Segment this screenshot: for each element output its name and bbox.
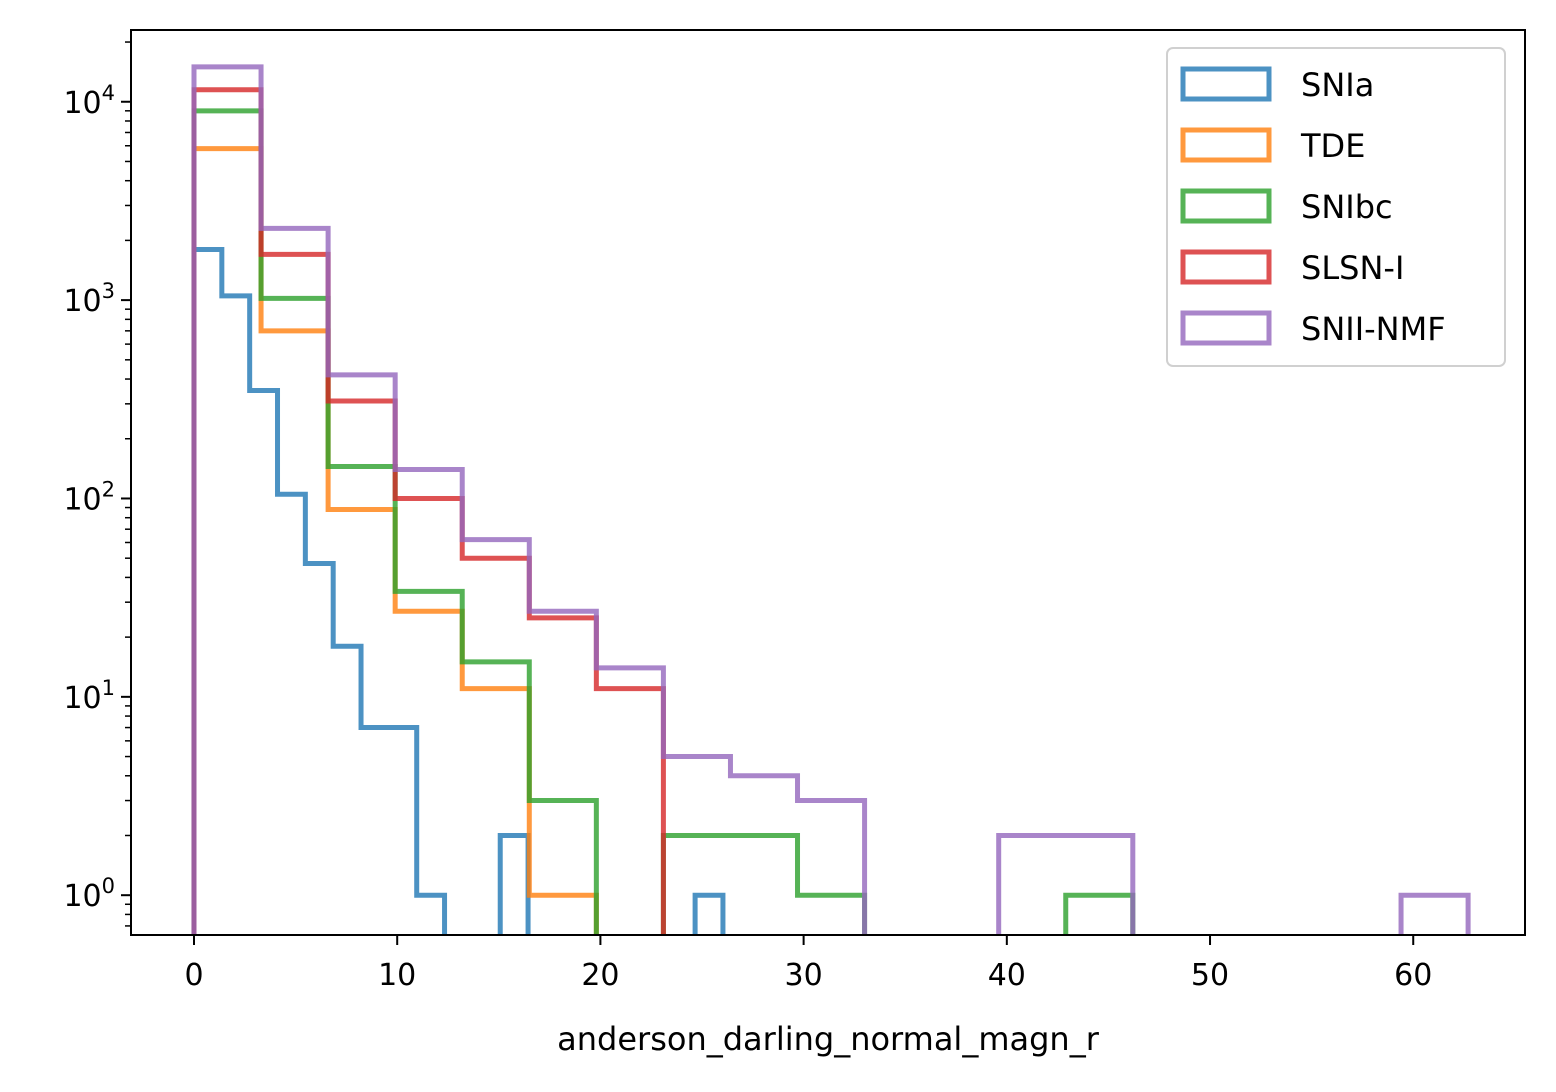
x-tick-label: 60 — [1394, 958, 1432, 993]
y-tick-label: 100 — [63, 874, 115, 914]
legend-label-snii-nmf: SNII-NMF — [1301, 310, 1446, 348]
series-layer — [191, 64, 1471, 935]
x-tick-label: 0 — [184, 958, 203, 993]
legend-label-slsn-i: SLSN-I — [1301, 249, 1404, 287]
legend-swatch-snii-nmf — [1180, 310, 1272, 346]
x-tick-label: 10 — [378, 958, 416, 993]
y-tick-label: 101 — [63, 676, 115, 716]
x-axis: 0 10 20 30 40 50 60 — [184, 935, 1432, 993]
x-tick-label: 50 — [1191, 958, 1229, 993]
plot-frame — [130, 29, 1526, 936]
legend-swatch-snia — [1180, 66, 1272, 102]
x-tick-label: 20 — [581, 958, 619, 993]
legend-label-tde: TDE — [1300, 127, 1365, 165]
y-tick-label: 102 — [63, 477, 115, 517]
x-tick-label: 40 — [988, 958, 1026, 993]
y-tick-label: 103 — [63, 279, 115, 319]
legend: SNIa TDE SNIbc SLSN-I SNII-NMF — [1166, 47, 1506, 367]
legend-label-snibc: SNIbc — [1301, 188, 1393, 226]
legend-label-snia: SNIa — [1301, 66, 1374, 104]
legend-swatch-snibc — [1180, 188, 1272, 224]
x-axis-label: anderson_darling_normal_magn_r — [557, 1020, 1100, 1058]
legend-swatch-tde — [1180, 127, 1272, 163]
y-axis: 100 101 102 103 104 — [63, 41, 131, 927]
series-snii-nmf-histogram — [191, 64, 1471, 935]
legend-swatch-slsn-i — [1180, 249, 1272, 285]
y-tick-label: 104 — [63, 81, 115, 121]
x-tick-label: 30 — [785, 958, 823, 993]
